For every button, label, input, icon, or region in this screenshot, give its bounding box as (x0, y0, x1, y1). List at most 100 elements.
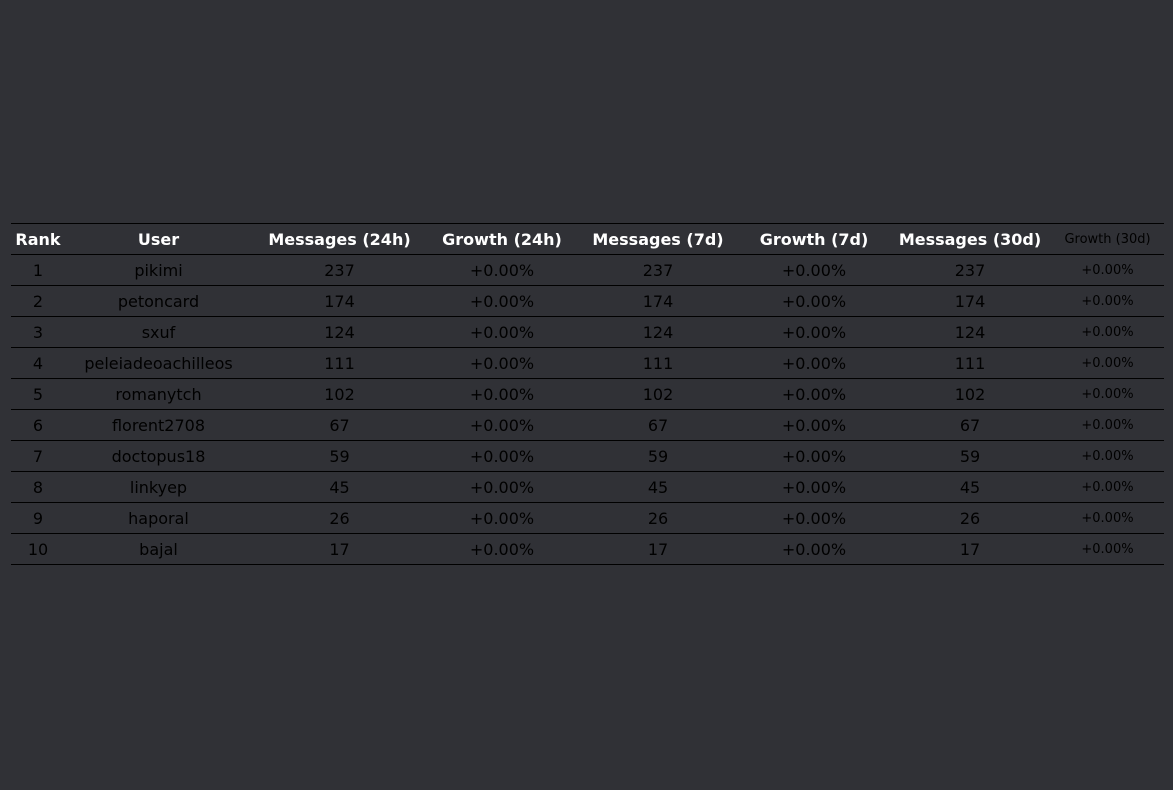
user-cell: haporal (65, 502, 252, 534)
messages-30d-cell: 102 (889, 378, 1051, 410)
messages-30d-cell: 67 (889, 409, 1051, 441)
growth-7d-cell: +0.00% (739, 316, 889, 348)
header-growth-30d: Growth (30d) (1051, 223, 1164, 255)
user-cell: bajal (65, 533, 252, 565)
user-cell: petoncard (65, 285, 252, 317)
messages-24h-cell: 237 (252, 254, 427, 286)
messages-7d-cell: 45 (577, 471, 739, 503)
table-row: 10 bajal 17 +0.00% 17 +0.00% 17 +0.00% (11, 533, 1164, 565)
growth-24h-cell: +0.00% (427, 502, 577, 534)
growth-24h-cell: +0.00% (427, 533, 577, 565)
messages-7d-cell: 174 (577, 285, 739, 317)
growth-24h-cell: +0.00% (427, 347, 577, 379)
header-rank: Rank (11, 223, 65, 255)
messages-30d-cell: 237 (889, 254, 1051, 286)
growth-7d-cell: +0.00% (739, 347, 889, 379)
table-row: 4 peleiadeoachilleos 111 +0.00% 111 +0.0… (11, 347, 1164, 379)
growth-30d-cell: +0.00% (1051, 502, 1164, 534)
growth-24h-cell: +0.00% (427, 409, 577, 441)
rank-cell: 1 (11, 254, 65, 286)
table-row: 1 pikimi 237 +0.00% 237 +0.00% 237 +0.00… (11, 254, 1164, 286)
user-cell: pikimi (65, 254, 252, 286)
messages-7d-cell: 102 (577, 378, 739, 410)
rank-cell: 5 (11, 378, 65, 410)
growth-7d-cell: +0.00% (739, 502, 889, 534)
header-messages-24h: Messages (24h) (252, 223, 427, 255)
header-growth-7d: Growth (7d) (739, 223, 889, 255)
rank-cell: 8 (11, 471, 65, 503)
growth-7d-cell: +0.00% (739, 378, 889, 410)
messages-30d-cell: 111 (889, 347, 1051, 379)
header-growth-24h: Growth (24h) (427, 223, 577, 255)
growth-24h-cell: +0.00% (427, 440, 577, 472)
rank-cell: 3 (11, 316, 65, 348)
user-cell: florent2708 (65, 409, 252, 441)
growth-7d-cell: +0.00% (739, 285, 889, 317)
growth-24h-cell: +0.00% (427, 254, 577, 286)
table-row: 5 romanytch 102 +0.00% 102 +0.00% 102 +0… (11, 378, 1164, 410)
growth-30d-cell: +0.00% (1051, 409, 1164, 441)
rank-cell: 2 (11, 285, 65, 317)
growth-24h-cell: +0.00% (427, 285, 577, 317)
messages-24h-cell: 102 (252, 378, 427, 410)
table-row: 2 petoncard 174 +0.00% 174 +0.00% 174 +0… (11, 285, 1164, 317)
messages-24h-cell: 26 (252, 502, 427, 534)
growth-30d-cell: +0.00% (1051, 316, 1164, 348)
table-row: 3 sxuf 124 +0.00% 124 +0.00% 124 +0.00% (11, 316, 1164, 348)
header-row: Rank User Messages (24h) Growth (24h) Me… (11, 223, 1164, 255)
rank-cell: 4 (11, 347, 65, 379)
messages-7d-cell: 26 (577, 502, 739, 534)
rank-cell: 10 (11, 533, 65, 565)
growth-24h-cell: +0.00% (427, 471, 577, 503)
user-cell: peleiadeoachilleos (65, 347, 252, 379)
messages-7d-cell: 237 (577, 254, 739, 286)
messages-7d-cell: 59 (577, 440, 739, 472)
messages-24h-cell: 111 (252, 347, 427, 379)
header-messages-30d: Messages (30d) (889, 223, 1051, 255)
messages-24h-cell: 67 (252, 409, 427, 441)
leaderboard-table: Rank User Messages (24h) Growth (24h) Me… (11, 223, 1164, 565)
user-cell: sxuf (65, 316, 252, 348)
growth-24h-cell: +0.00% (427, 378, 577, 410)
messages-24h-cell: 59 (252, 440, 427, 472)
growth-7d-cell: +0.00% (739, 254, 889, 286)
header-messages-7d: Messages (7d) (577, 223, 739, 255)
messages-30d-cell: 174 (889, 285, 1051, 317)
growth-30d-cell: +0.00% (1051, 440, 1164, 472)
growth-30d-cell: +0.00% (1051, 347, 1164, 379)
growth-30d-cell: +0.00% (1051, 471, 1164, 503)
rank-cell: 6 (11, 409, 65, 441)
user-cell: doctopus18 (65, 440, 252, 472)
rank-cell: 7 (11, 440, 65, 472)
table-row: 7 doctopus18 59 +0.00% 59 +0.00% 59 +0.0… (11, 440, 1164, 472)
messages-24h-cell: 124 (252, 316, 427, 348)
table-row: 6 florent2708 67 +0.00% 67 +0.00% 67 +0.… (11, 409, 1164, 441)
growth-30d-cell: +0.00% (1051, 533, 1164, 565)
table-row: 8 linkyep 45 +0.00% 45 +0.00% 45 +0.00% (11, 471, 1164, 503)
growth-30d-cell: +0.00% (1051, 378, 1164, 410)
growth-7d-cell: +0.00% (739, 533, 889, 565)
messages-24h-cell: 17 (252, 533, 427, 565)
messages-7d-cell: 67 (577, 409, 739, 441)
messages-30d-cell: 17 (889, 533, 1051, 565)
rank-cell: 9 (11, 502, 65, 534)
growth-30d-cell: +0.00% (1051, 254, 1164, 286)
user-cell: linkyep (65, 471, 252, 503)
messages-30d-cell: 26 (889, 502, 1051, 534)
messages-7d-cell: 111 (577, 347, 739, 379)
header-user: User (65, 223, 252, 255)
growth-7d-cell: +0.00% (739, 409, 889, 441)
messages-30d-cell: 45 (889, 471, 1051, 503)
growth-7d-cell: +0.00% (739, 440, 889, 472)
messages-30d-cell: 124 (889, 316, 1051, 348)
messages-7d-cell: 124 (577, 316, 739, 348)
messages-30d-cell: 59 (889, 440, 1051, 472)
table-row: 9 haporal 26 +0.00% 26 +0.00% 26 +0.00% (11, 502, 1164, 534)
user-cell: romanytch (65, 378, 252, 410)
growth-30d-cell: +0.00% (1051, 285, 1164, 317)
messages-24h-cell: 174 (252, 285, 427, 317)
growth-7d-cell: +0.00% (739, 471, 889, 503)
messages-24h-cell: 45 (252, 471, 427, 503)
growth-24h-cell: +0.00% (427, 316, 577, 348)
messages-7d-cell: 17 (577, 533, 739, 565)
